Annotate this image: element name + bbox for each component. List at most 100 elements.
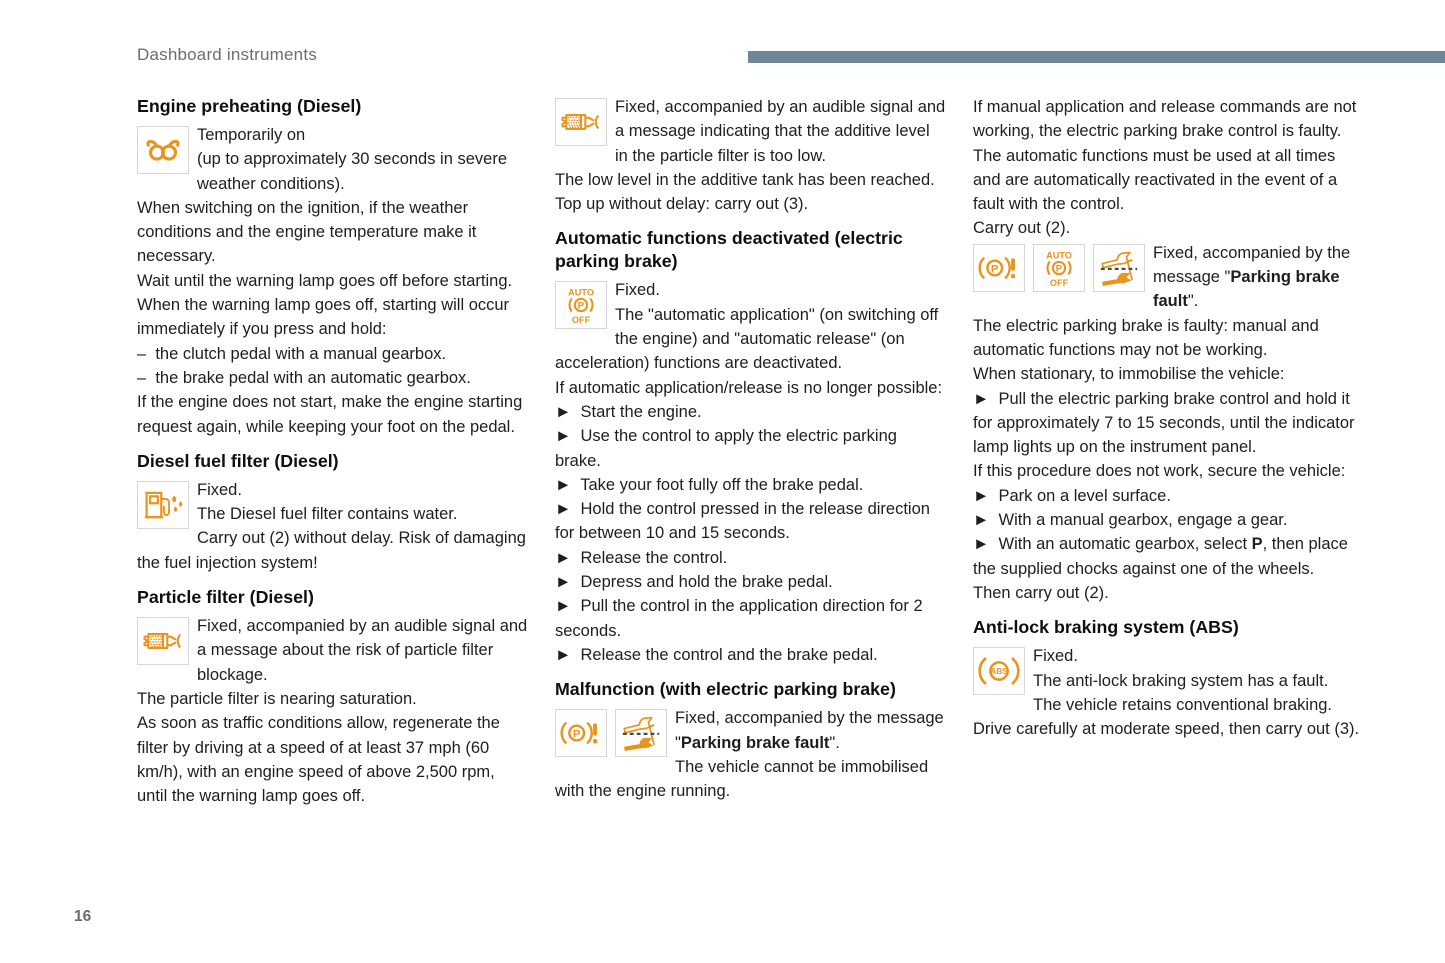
body-text: ► Take your foot fully off the brake ped…: [555, 475, 864, 494]
paragraph: Carry out (2).: [973, 216, 1364, 240]
body-text: ► With an automatic gearbox, select: [973, 535, 1252, 554]
service-spanner-icon: [1093, 243, 1145, 292]
paragraph: Carry out (2) without delay. Risk of dam…: [137, 526, 528, 575]
body-text: The vehicle retains conventional braking…: [1033, 695, 1333, 714]
body-text: ► Start the engine.: [555, 402, 702, 421]
svg-text:AUTO: AUTO: [1046, 250, 1072, 260]
paragraph: ► Start the engine.: [555, 400, 946, 424]
content-columns: Engine preheating (Diesel) Temporarily o…: [137, 95, 1364, 808]
particle-filter-icon: [137, 617, 189, 666]
body-text: ".: [829, 733, 840, 752]
paragraph: Fixed.: [555, 278, 946, 302]
section-heading: Anti-lock braking system (ABS): [973, 617, 1239, 638]
body-text: Fixed, accompanied by the message ": [1153, 243, 1355, 287]
fuel-filter-water-icon: [137, 480, 189, 529]
manual-section: If manual application and release comman…: [973, 95, 1364, 241]
body-text: Fixed.: [615, 281, 660, 300]
paragraph: ► With an automatic gearbox, select P, t…: [973, 532, 1364, 581]
auto-park-off-icon: AUTO P OFF: [1033, 243, 1085, 292]
body-text: ► Release the control and the brake peda…: [555, 645, 878, 664]
section-heading: Diesel fuel filter (Diesel): [137, 450, 339, 471]
body-text: Top up without delay: carry out (3).: [555, 195, 809, 214]
paragraph: Drive carefully at moderate speed, then …: [973, 717, 1364, 741]
abs-icon: ABS: [973, 647, 1025, 696]
paragraph: Fixed, accompanied by an audible signal …: [137, 614, 528, 687]
body-text: ► Hold the control pressed in the releas…: [555, 500, 935, 543]
manual-section: Engine preheating (Diesel) Temporarily o…: [137, 95, 528, 439]
paragraph: If this procedure does not work, secure …: [973, 459, 1364, 483]
parking-brake-fault-icon: P: [973, 243, 1025, 292]
body-text: The low level in the additive tank has b…: [555, 170, 935, 189]
paragraph: If the engine does not start, make the e…: [137, 390, 528, 439]
body-text: When stationary, to immobilise the vehic…: [973, 365, 1285, 384]
body-text: – the clutch pedal with a manual gearbox…: [137, 344, 447, 363]
emphasized-text: Parking brake fault: [680, 733, 830, 752]
paragraph: Then carry out (2).: [973, 581, 1364, 605]
manual-section: Automatic functions deactivated (electri…: [555, 216, 946, 667]
body-text: Wait until the warning lamp goes off bef…: [137, 271, 513, 290]
body-text: ► With a manual gearbox, engage a gear.: [973, 511, 1288, 530]
paragraph: If automatic application/release is no l…: [555, 376, 946, 400]
paragraph: The electric parking brake is faulty: ma…: [973, 314, 1364, 363]
body-text: When the warning lamp goes off, starting…: [137, 296, 514, 339]
manual-section: Particle filter (Diesel) Fixed, accompan…: [137, 575, 528, 808]
manual-section: P AUTO P OFF Fixed, accompanied by the m…: [973, 241, 1364, 605]
paragraph: ► Depress and hold the brake pedal.: [555, 570, 946, 594]
paragraph: ► Take your foot fully off the brake ped…: [555, 473, 946, 497]
paragraph: Fixed, accompanied by the message "Parki…: [973, 241, 1364, 314]
particle-filter-icon: [555, 98, 607, 146]
svg-text:OFF: OFF: [572, 315, 591, 325]
body-text: ► Release the control.: [555, 548, 728, 567]
body-text: If this procedure does not work, secure …: [973, 462, 1346, 481]
body-text: The anti-lock braking system has a fault…: [1033, 671, 1329, 690]
header-accent-bar: [748, 51, 1445, 63]
paragraph: ► Park on a level surface.: [973, 484, 1364, 508]
body-text: Temporarily on: [197, 126, 306, 144]
paragraph: ► Pull the electric parking brake contro…: [973, 387, 1364, 460]
paragraph: ► Hold the control pressed in the releas…: [555, 497, 946, 546]
svg-text:AUTO: AUTO: [568, 288, 594, 298]
paragraph: When switching on the ignition, if the w…: [137, 196, 528, 269]
paragraph: The Diesel fuel filter contains water.: [137, 502, 528, 526]
paragraph: The vehicle cannot be immobilised with t…: [555, 755, 946, 804]
paragraph: – the brake pedal with an automatic gear…: [137, 366, 528, 390]
paragraph: The automatic functions must be used at …: [973, 144, 1364, 217]
manual-section: Anti-lock braking system (ABS) ABS Fixed.…: [973, 605, 1364, 741]
paragraph: The vehicle retains conventional braking…: [973, 693, 1364, 717]
svg-text:ABS: ABS: [990, 667, 1008, 676]
paragraph: Wait until the warning lamp goes off bef…: [137, 269, 528, 293]
emphasized-text: Parking brake fault: [1153, 268, 1345, 311]
paragraph: – the clutch pedal with a manual gearbox…: [137, 342, 528, 366]
paragraph: ► Release the control and the brake peda…: [555, 643, 946, 667]
column: If manual application and release comman…: [973, 95, 1364, 808]
paragraph: Temporarily on: [137, 123, 528, 147]
manual-section: Malfunction (with electric parking brake…: [555, 667, 946, 803]
body-text: Fixed, accompanied by an audible signal …: [615, 98, 950, 165]
body-text: Carry out (2) without delay. Risk of dam…: [137, 529, 531, 572]
body-text: Carry out (2).: [973, 219, 1071, 238]
paragraph: ► Pull the control in the application di…: [555, 594, 946, 643]
body-text: If automatic application/release is no l…: [555, 378, 943, 397]
body-text: ► Pull the control in the application di…: [555, 597, 928, 640]
body-text: ► Pull the electric parking brake contro…: [973, 389, 1360, 457]
paragraph: ► Use the control to apply the electric …: [555, 424, 946, 473]
svg-text:P: P: [1056, 263, 1063, 274]
body-text: The particle filter is nearing saturatio…: [137, 689, 417, 708]
column: Engine preheating (Diesel) Temporarily o…: [137, 95, 528, 808]
parking-brake-fault-icon: P: [555, 709, 607, 758]
body-text: , then place the supplied chocks against…: [973, 535, 1353, 578]
body-text: The "automatic application" (on switchin…: [555, 305, 943, 373]
section-heading: Automatic functions deactivated (electri…: [555, 228, 903, 272]
page-title: Dashboard instruments: [137, 45, 317, 64]
paragraph: Top up without delay: carry out (3).: [555, 192, 946, 216]
service-spanner-icon: [615, 709, 667, 758]
paragraph: The anti-lock braking system has a fault…: [973, 669, 1364, 693]
body-text: If the engine does not start, make the e…: [137, 393, 527, 436]
body-text: ► Park on a level surface.: [973, 486, 1171, 505]
section-heading: Particle filter (Diesel): [137, 587, 314, 608]
paragraph: ► With a manual gearbox, engage a gear.: [973, 508, 1364, 532]
body-text: The Diesel fuel filter contains water.: [197, 505, 458, 524]
paragraph: The particle filter is nearing saturatio…: [137, 687, 528, 711]
paragraph: Fixed, accompanied by an audible signal …: [555, 95, 946, 168]
page-number: 16: [74, 908, 92, 925]
